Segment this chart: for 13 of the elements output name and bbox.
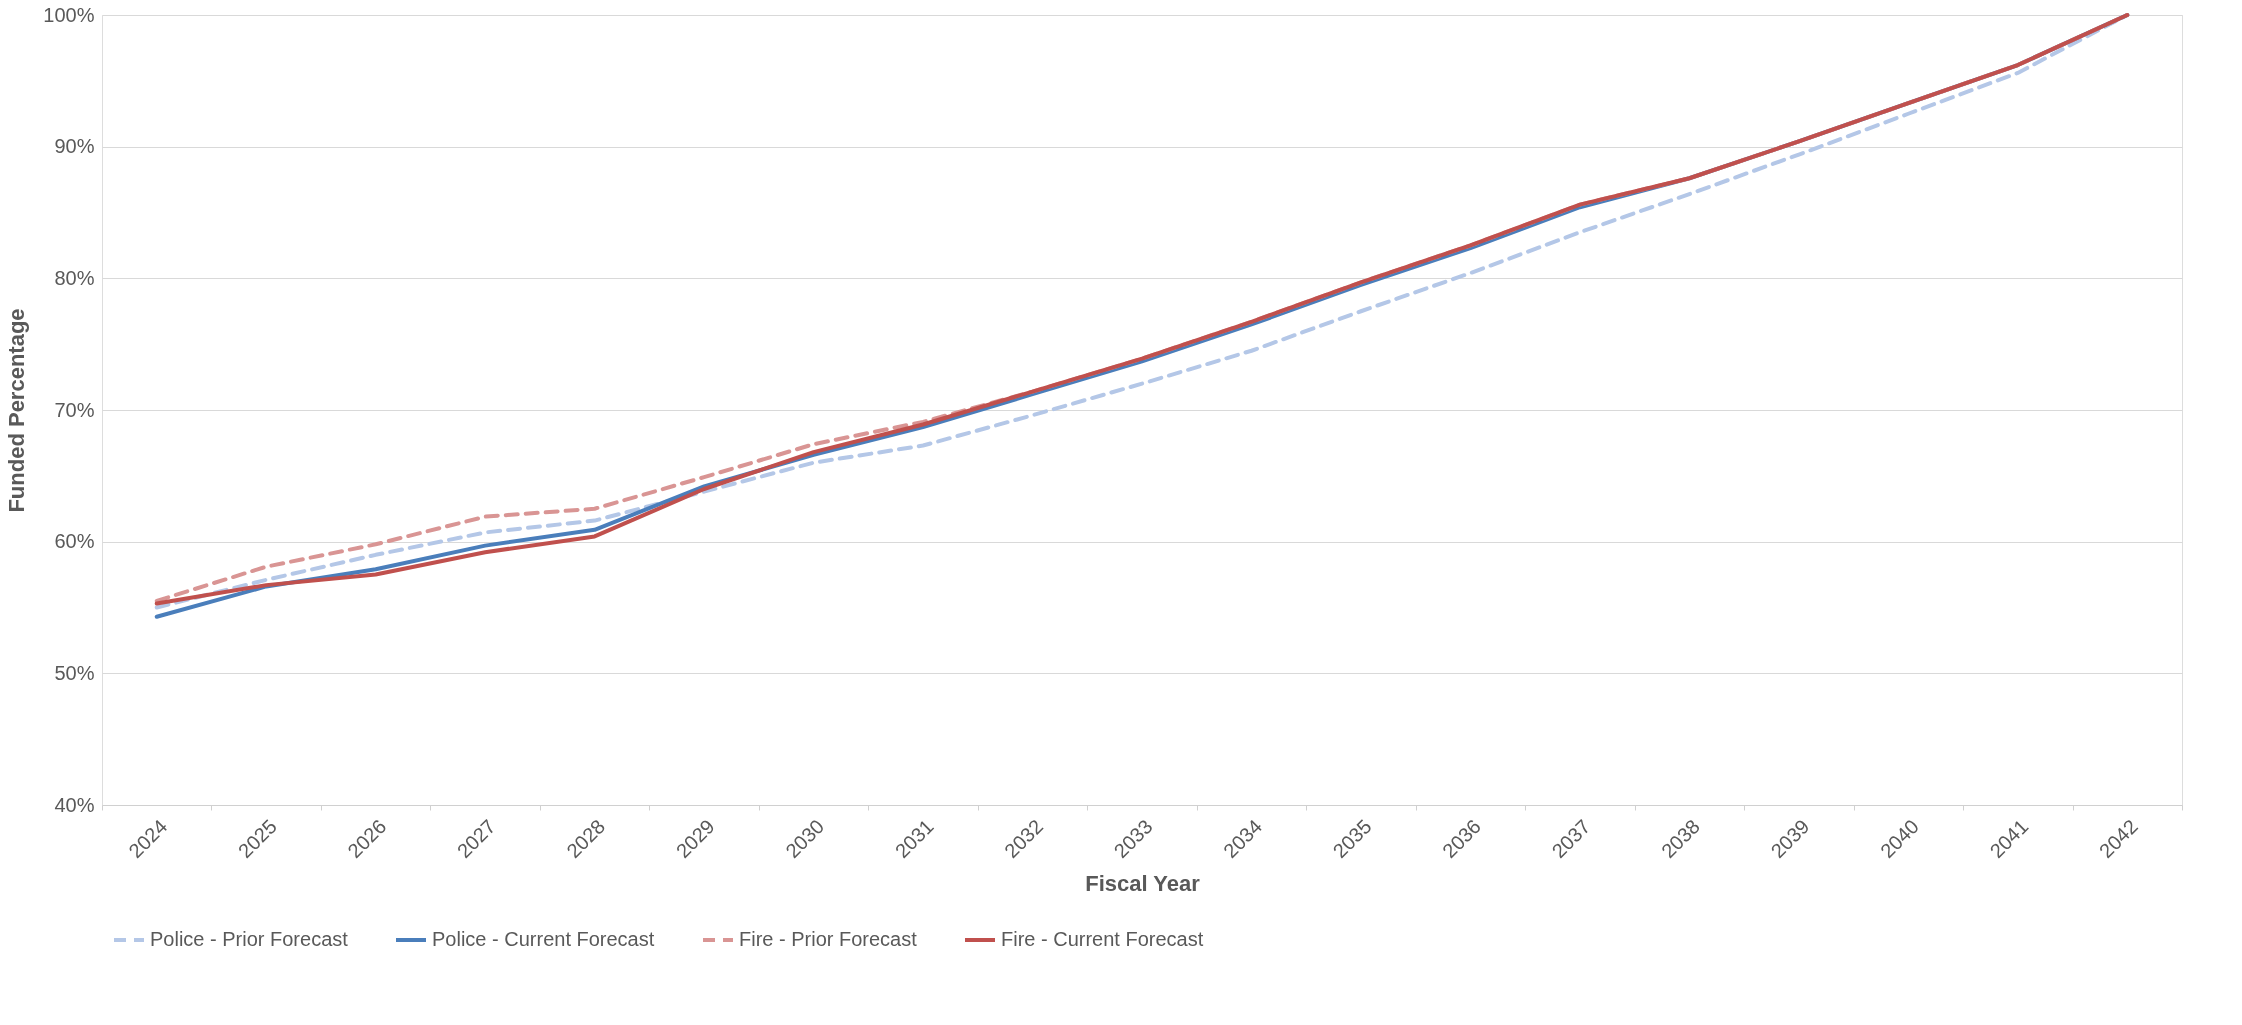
y-tick-label: 80% [54,266,95,289]
x-axis-title: Fiscal Year [1085,871,1201,897]
legend-label: Fire - Current Forecast [1001,928,1204,950]
y-tick-label: 70% [54,398,95,421]
legend-label: Police - Prior Forecast [150,928,349,950]
y-tick-label: 100% [43,3,95,26]
y-tick-label: 90% [54,135,95,158]
y-tick-label: 40% [54,793,95,816]
y-tick-label: 60% [54,530,95,553]
legend-label: Police - Current Forecast [432,928,655,950]
y-axis-title: Funded Percentage [4,308,30,513]
y-tick-label: 50% [54,661,95,684]
legend-label: Fire - Prior Forecast [739,928,918,950]
